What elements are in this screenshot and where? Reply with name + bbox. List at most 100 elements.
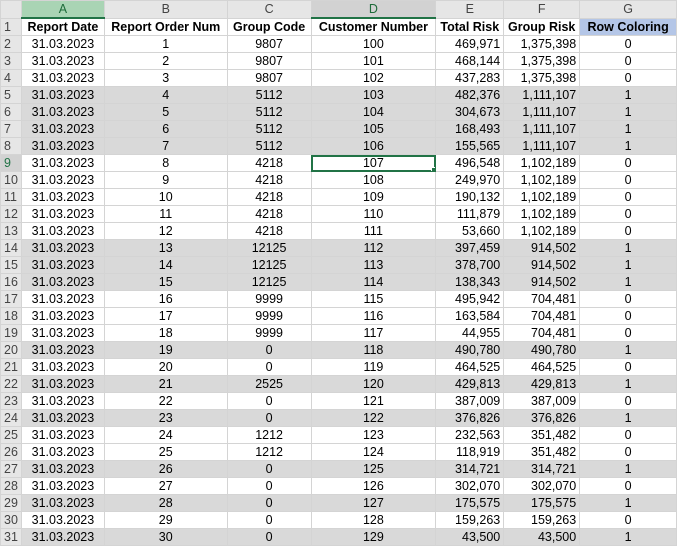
- row-header[interactable]: 13: [0, 222, 22, 240]
- cell-customer-number[interactable]: 125: [310, 460, 437, 478]
- cell-group-code[interactable]: 0: [226, 477, 312, 495]
- cell-report-order-num[interactable]: 21: [103, 375, 228, 393]
- cell-group-code[interactable]: 2525: [226, 375, 312, 393]
- cell-report-order-num[interactable]: 11: [103, 205, 228, 223]
- cell-customer-number[interactable]: 102: [310, 69, 437, 87]
- cell-report-date[interactable]: 31.03.2023: [20, 171, 105, 189]
- cell-group-code[interactable]: 4218: [226, 222, 312, 240]
- cell-customer-number[interactable]: 115: [310, 290, 437, 308]
- cell-row-coloring[interactable]: 0: [579, 290, 677, 308]
- cell-total-risk[interactable]: 43,500: [435, 528, 505, 546]
- cell-report-order-num[interactable]: 4: [103, 86, 228, 104]
- cell-total-risk[interactable]: 168,493: [435, 120, 505, 138]
- cell-row-coloring[interactable]: 0: [579, 392, 677, 410]
- cell-customer-number[interactable]: 124: [310, 443, 437, 461]
- cell-group-code[interactable]: 0: [226, 341, 312, 359]
- cell-report-order-num[interactable]: 14: [103, 256, 228, 274]
- header-report-date[interactable]: Report Date: [20, 17, 105, 36]
- cell-report-date[interactable]: 31.03.2023: [20, 392, 105, 410]
- cell-report-order-num[interactable]: 28: [103, 494, 228, 512]
- cell-report-date[interactable]: 31.03.2023: [20, 375, 105, 393]
- cell-group-risk[interactable]: 314,721: [503, 460, 581, 478]
- cell-group-risk[interactable]: 914,502: [503, 256, 581, 274]
- row-header[interactable]: 2: [0, 35, 22, 53]
- cell-group-code[interactable]: 4218: [226, 188, 312, 206]
- cell-group-code[interactable]: 0: [226, 392, 312, 410]
- cell-report-order-num[interactable]: 18: [103, 324, 228, 342]
- cell-report-date[interactable]: 31.03.2023: [20, 239, 105, 257]
- cell-customer-number[interactable]: 121: [310, 392, 437, 410]
- row-header[interactable]: 11: [0, 188, 22, 206]
- row-header[interactable]: 27: [0, 460, 22, 478]
- cell-row-coloring[interactable]: 0: [579, 188, 677, 206]
- cell-total-risk[interactable]: 490,780: [435, 341, 505, 359]
- cell-row-coloring[interactable]: 0: [579, 222, 677, 240]
- cell-report-order-num[interactable]: 29: [103, 511, 228, 529]
- cell-total-risk[interactable]: 44,955: [435, 324, 505, 342]
- row-header[interactable]: 21: [0, 358, 22, 376]
- cell-report-order-num[interactable]: 27: [103, 477, 228, 495]
- cell-total-risk[interactable]: 138,343: [435, 273, 505, 291]
- row-header[interactable]: 22: [0, 375, 22, 393]
- cell-report-order-num[interactable]: 12: [103, 222, 228, 240]
- cell-report-date[interactable]: 31.03.2023: [20, 120, 105, 138]
- cell-group-risk[interactable]: 1,102,189: [503, 222, 581, 240]
- cell-report-date[interactable]: 31.03.2023: [20, 307, 105, 325]
- cell-report-date[interactable]: 31.03.2023: [20, 86, 105, 104]
- cell-total-risk[interactable]: 53,660: [435, 222, 505, 240]
- cell-group-risk[interactable]: 351,482: [503, 443, 581, 461]
- cell-group-code[interactable]: 5112: [226, 86, 312, 104]
- cell-group-risk[interactable]: 490,780: [503, 341, 581, 359]
- cell-group-risk[interactable]: 1,375,398: [503, 35, 581, 53]
- cell-group-risk[interactable]: 914,502: [503, 239, 581, 257]
- cell-group-code[interactable]: 9999: [226, 290, 312, 308]
- cell-row-coloring[interactable]: 1: [579, 528, 677, 546]
- cell-customer-number[interactable]: 116: [310, 307, 437, 325]
- header-report-order-num[interactable]: Report Order Num: [103, 17, 228, 36]
- cell-customer-number[interactable]: 122: [310, 409, 437, 427]
- cell-report-date[interactable]: 31.03.2023: [20, 443, 105, 461]
- cell-report-date[interactable]: 31.03.2023: [20, 494, 105, 512]
- column-header-d[interactable]: D: [310, 0, 437, 19]
- cell-group-code[interactable]: 0: [226, 494, 312, 512]
- cell-group-risk[interactable]: 1,111,107: [503, 103, 581, 121]
- cell-report-date[interactable]: 31.03.2023: [20, 205, 105, 223]
- cell-group-code[interactable]: 9999: [226, 324, 312, 342]
- cell-customer-number[interactable]: 106: [310, 137, 437, 155]
- cell-row-coloring[interactable]: 0: [579, 443, 677, 461]
- cell-group-code[interactable]: 0: [226, 409, 312, 427]
- cell-total-risk[interactable]: 111,879: [435, 205, 505, 223]
- row-header[interactable]: 14: [0, 239, 22, 257]
- cell-group-risk[interactable]: 43,500: [503, 528, 581, 546]
- cell-report-date[interactable]: 31.03.2023: [20, 35, 105, 53]
- cell-total-risk[interactable]: 378,700: [435, 256, 505, 274]
- cell-group-risk[interactable]: 429,813: [503, 375, 581, 393]
- cell-group-risk[interactable]: 175,575: [503, 494, 581, 512]
- cell-customer-number[interactable]: 126: [310, 477, 437, 495]
- cell-total-risk[interactable]: 387,009: [435, 392, 505, 410]
- cell-group-risk[interactable]: 704,481: [503, 290, 581, 308]
- cell-total-risk[interactable]: 397,459: [435, 239, 505, 257]
- cell-total-risk[interactable]: 118,919: [435, 443, 505, 461]
- cell-total-risk[interactable]: 376,826: [435, 409, 505, 427]
- cell-row-coloring[interactable]: 1: [579, 409, 677, 427]
- row-header[interactable]: 19: [0, 324, 22, 342]
- cell-report-order-num[interactable]: 9: [103, 171, 228, 189]
- cell-row-coloring[interactable]: 0: [579, 52, 677, 70]
- cell-total-risk[interactable]: 496,548: [435, 154, 505, 172]
- cell-total-risk[interactable]: 159,263: [435, 511, 505, 529]
- cell-report-order-num[interactable]: 15: [103, 273, 228, 291]
- row-header[interactable]: 25: [0, 426, 22, 444]
- cell-customer-number[interactable]: 128: [310, 511, 437, 529]
- header-row-coloring[interactable]: Row Coloring: [579, 17, 677, 36]
- cell-report-date[interactable]: 31.03.2023: [20, 511, 105, 529]
- cell-total-risk[interactable]: 314,721: [435, 460, 505, 478]
- column-header-e[interactable]: E: [435, 0, 505, 19]
- cell-group-risk[interactable]: 1,102,189: [503, 205, 581, 223]
- cell-report-order-num[interactable]: 16: [103, 290, 228, 308]
- cell-customer-number[interactable]: 104: [310, 103, 437, 121]
- column-header-b[interactable]: B: [103, 0, 228, 19]
- row-header[interactable]: 26: [0, 443, 22, 461]
- row-header[interactable]: 1: [0, 17, 22, 36]
